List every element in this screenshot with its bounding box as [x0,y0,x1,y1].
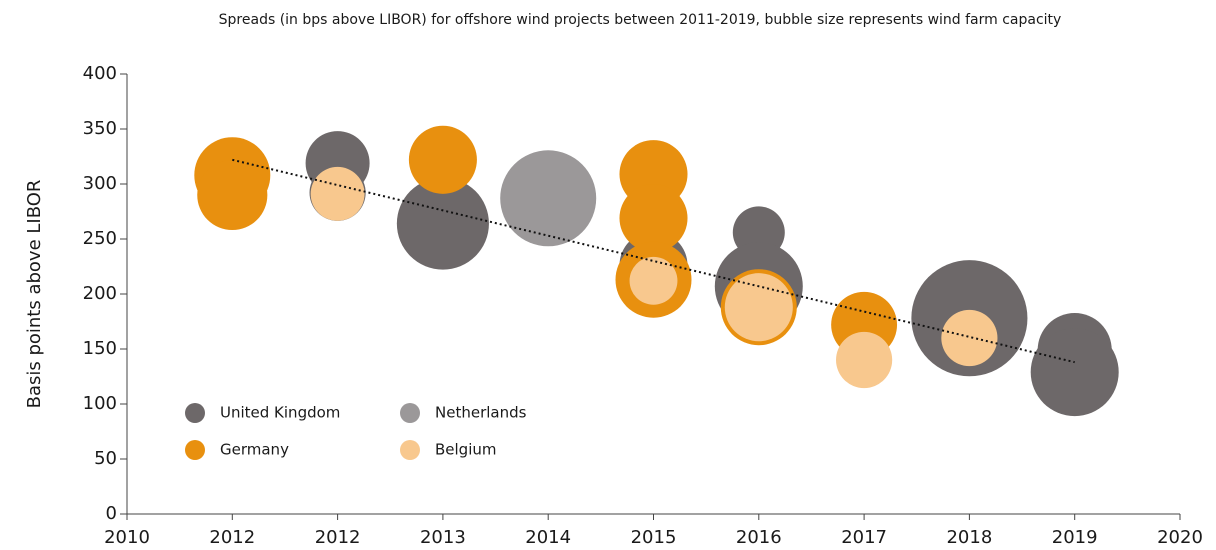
y-axis-title: Basis points above LIBOR [24,180,45,409]
chart-title: Spreads (in bps above LIBOR) for offshor… [219,12,1062,28]
y-tick-label: 200 [83,283,117,304]
bubble [619,184,688,253]
legend-marker [185,440,205,460]
x-tick-label: 2014 [525,527,571,548]
y-tick-label: 150 [83,338,117,359]
x-tick-label: 2017 [841,527,887,548]
x-tick-label: 2015 [631,527,677,548]
legend-label: Germany [220,441,289,459]
x-tick-label: 2012 [315,527,361,548]
y-tick-label: 50 [94,448,117,469]
x-tick-label: 2012 [209,527,255,548]
legend-marker [400,440,420,460]
y-tick-label: 0 [106,503,117,524]
legend-label: United Kingdom [220,404,340,422]
legend-label: Belgium [435,441,497,459]
legend-marker [400,403,420,423]
bubble [197,159,268,231]
legend-marker [185,403,205,423]
bubble [408,125,477,194]
bubble [396,177,489,270]
x-tick-label: 2010 [104,527,150,548]
x-tick-label: 2018 [946,527,992,548]
y-tick-label: 100 [83,393,117,414]
x-tick-label: 2016 [736,527,782,548]
bubble [629,256,678,305]
y-tick-label: 400 [83,63,117,84]
y-tick-label: 300 [83,173,117,194]
x-tick-label: 2013 [420,527,466,548]
trendline [232,158,1075,364]
legend-label: Netherlands [435,404,527,422]
y-tick-label: 350 [83,118,117,139]
bubble [836,331,893,389]
x-tick-label: 2020 [1157,527,1203,548]
bubble [941,309,998,367]
bubble [724,273,793,342]
bubble [1030,328,1119,417]
bubble [500,150,597,247]
x-tick-label: 2019 [1052,527,1098,548]
bubble [310,166,365,221]
y-tick-label: 250 [83,228,117,249]
